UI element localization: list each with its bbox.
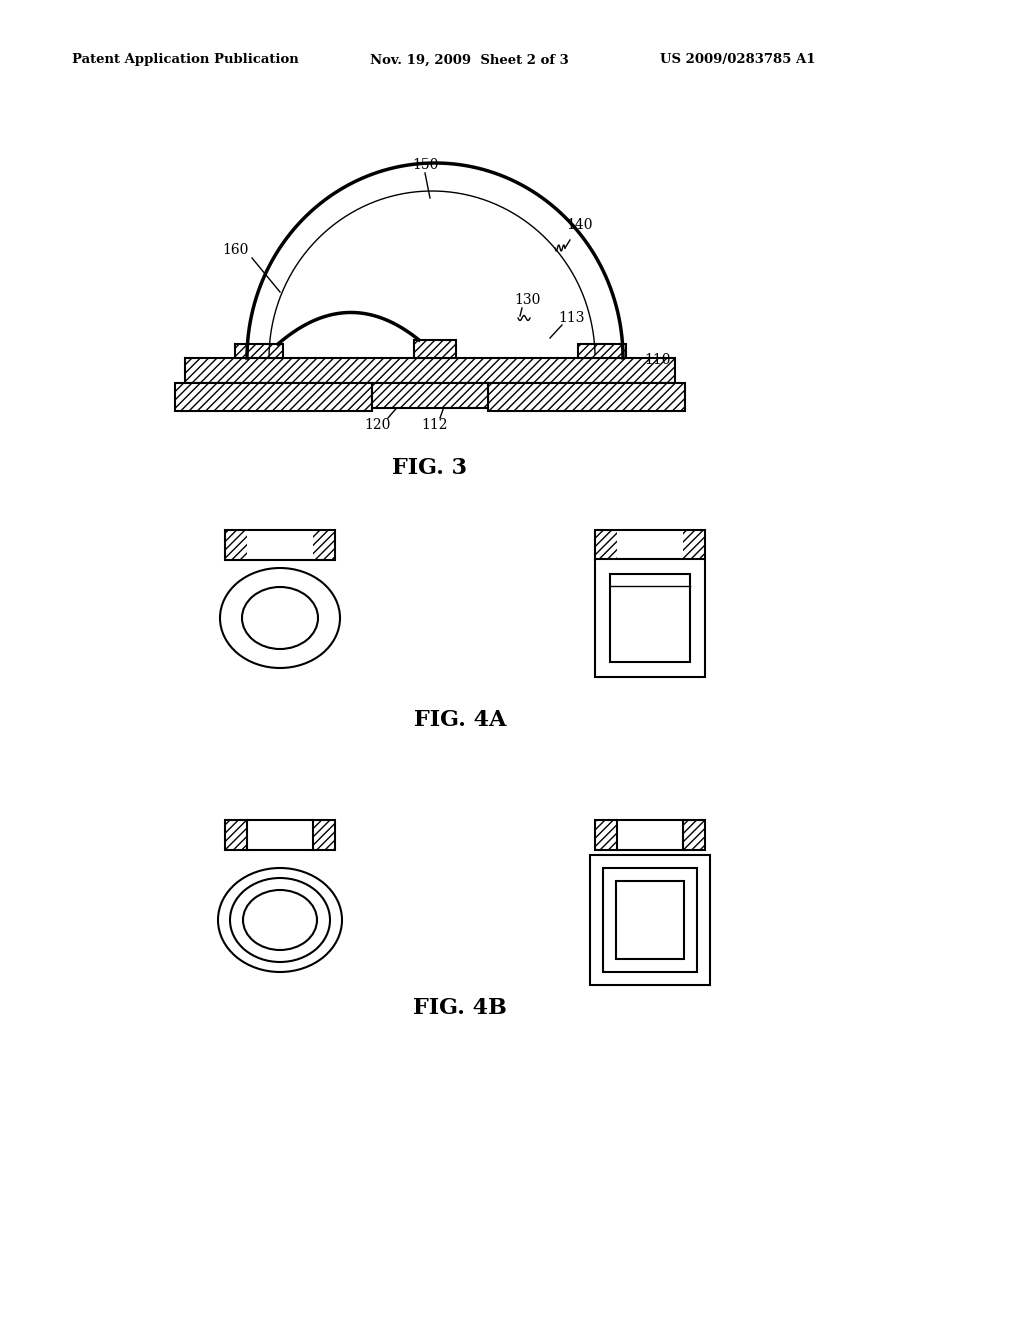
Bar [414, 341, 456, 358]
Text: 120: 120 [365, 418, 391, 432]
Bar [372, 383, 488, 408]
Bar [313, 820, 335, 850]
Bar [595, 531, 705, 560]
Bar [595, 531, 617, 560]
Text: 160: 160 [223, 243, 249, 257]
Bar [488, 383, 685, 411]
Bar [683, 820, 705, 850]
Bar [234, 345, 283, 358]
Bar [595, 820, 705, 850]
Text: 130: 130 [515, 293, 542, 308]
Ellipse shape [242, 587, 318, 649]
Bar [595, 820, 617, 850]
Text: 112: 112 [422, 418, 449, 432]
Ellipse shape [230, 878, 330, 962]
Text: FIG. 4A: FIG. 4A [414, 709, 506, 731]
Bar [683, 531, 705, 560]
Text: FIG. 4B: FIG. 4B [413, 997, 507, 1019]
Bar [185, 358, 675, 383]
Bar [225, 820, 247, 850]
Text: 140: 140 [566, 218, 593, 232]
Text: 110: 110 [645, 352, 672, 367]
Bar [313, 531, 335, 560]
Ellipse shape [220, 568, 340, 668]
Bar [590, 855, 710, 985]
Bar [578, 345, 626, 358]
Bar [175, 383, 372, 411]
Bar [225, 820, 335, 850]
Text: 113: 113 [559, 312, 586, 325]
Bar [488, 383, 685, 411]
Text: 150: 150 [412, 158, 438, 172]
Ellipse shape [218, 869, 342, 972]
Bar [595, 558, 705, 677]
Bar [372, 383, 488, 408]
Bar [225, 531, 335, 560]
Bar [225, 531, 247, 560]
Bar [610, 574, 690, 663]
Text: US 2009/0283785 A1: US 2009/0283785 A1 [660, 54, 815, 66]
Bar [175, 383, 372, 411]
Bar [603, 869, 697, 972]
Bar [578, 345, 626, 358]
Bar [414, 341, 456, 358]
Text: Patent Application Publication: Patent Application Publication [72, 54, 299, 66]
Ellipse shape [243, 890, 317, 950]
Text: Nov. 19, 2009  Sheet 2 of 3: Nov. 19, 2009 Sheet 2 of 3 [370, 54, 568, 66]
Bar [185, 358, 675, 383]
Bar [616, 880, 684, 960]
Bar [234, 345, 283, 358]
Text: FIG. 3: FIG. 3 [392, 457, 468, 479]
